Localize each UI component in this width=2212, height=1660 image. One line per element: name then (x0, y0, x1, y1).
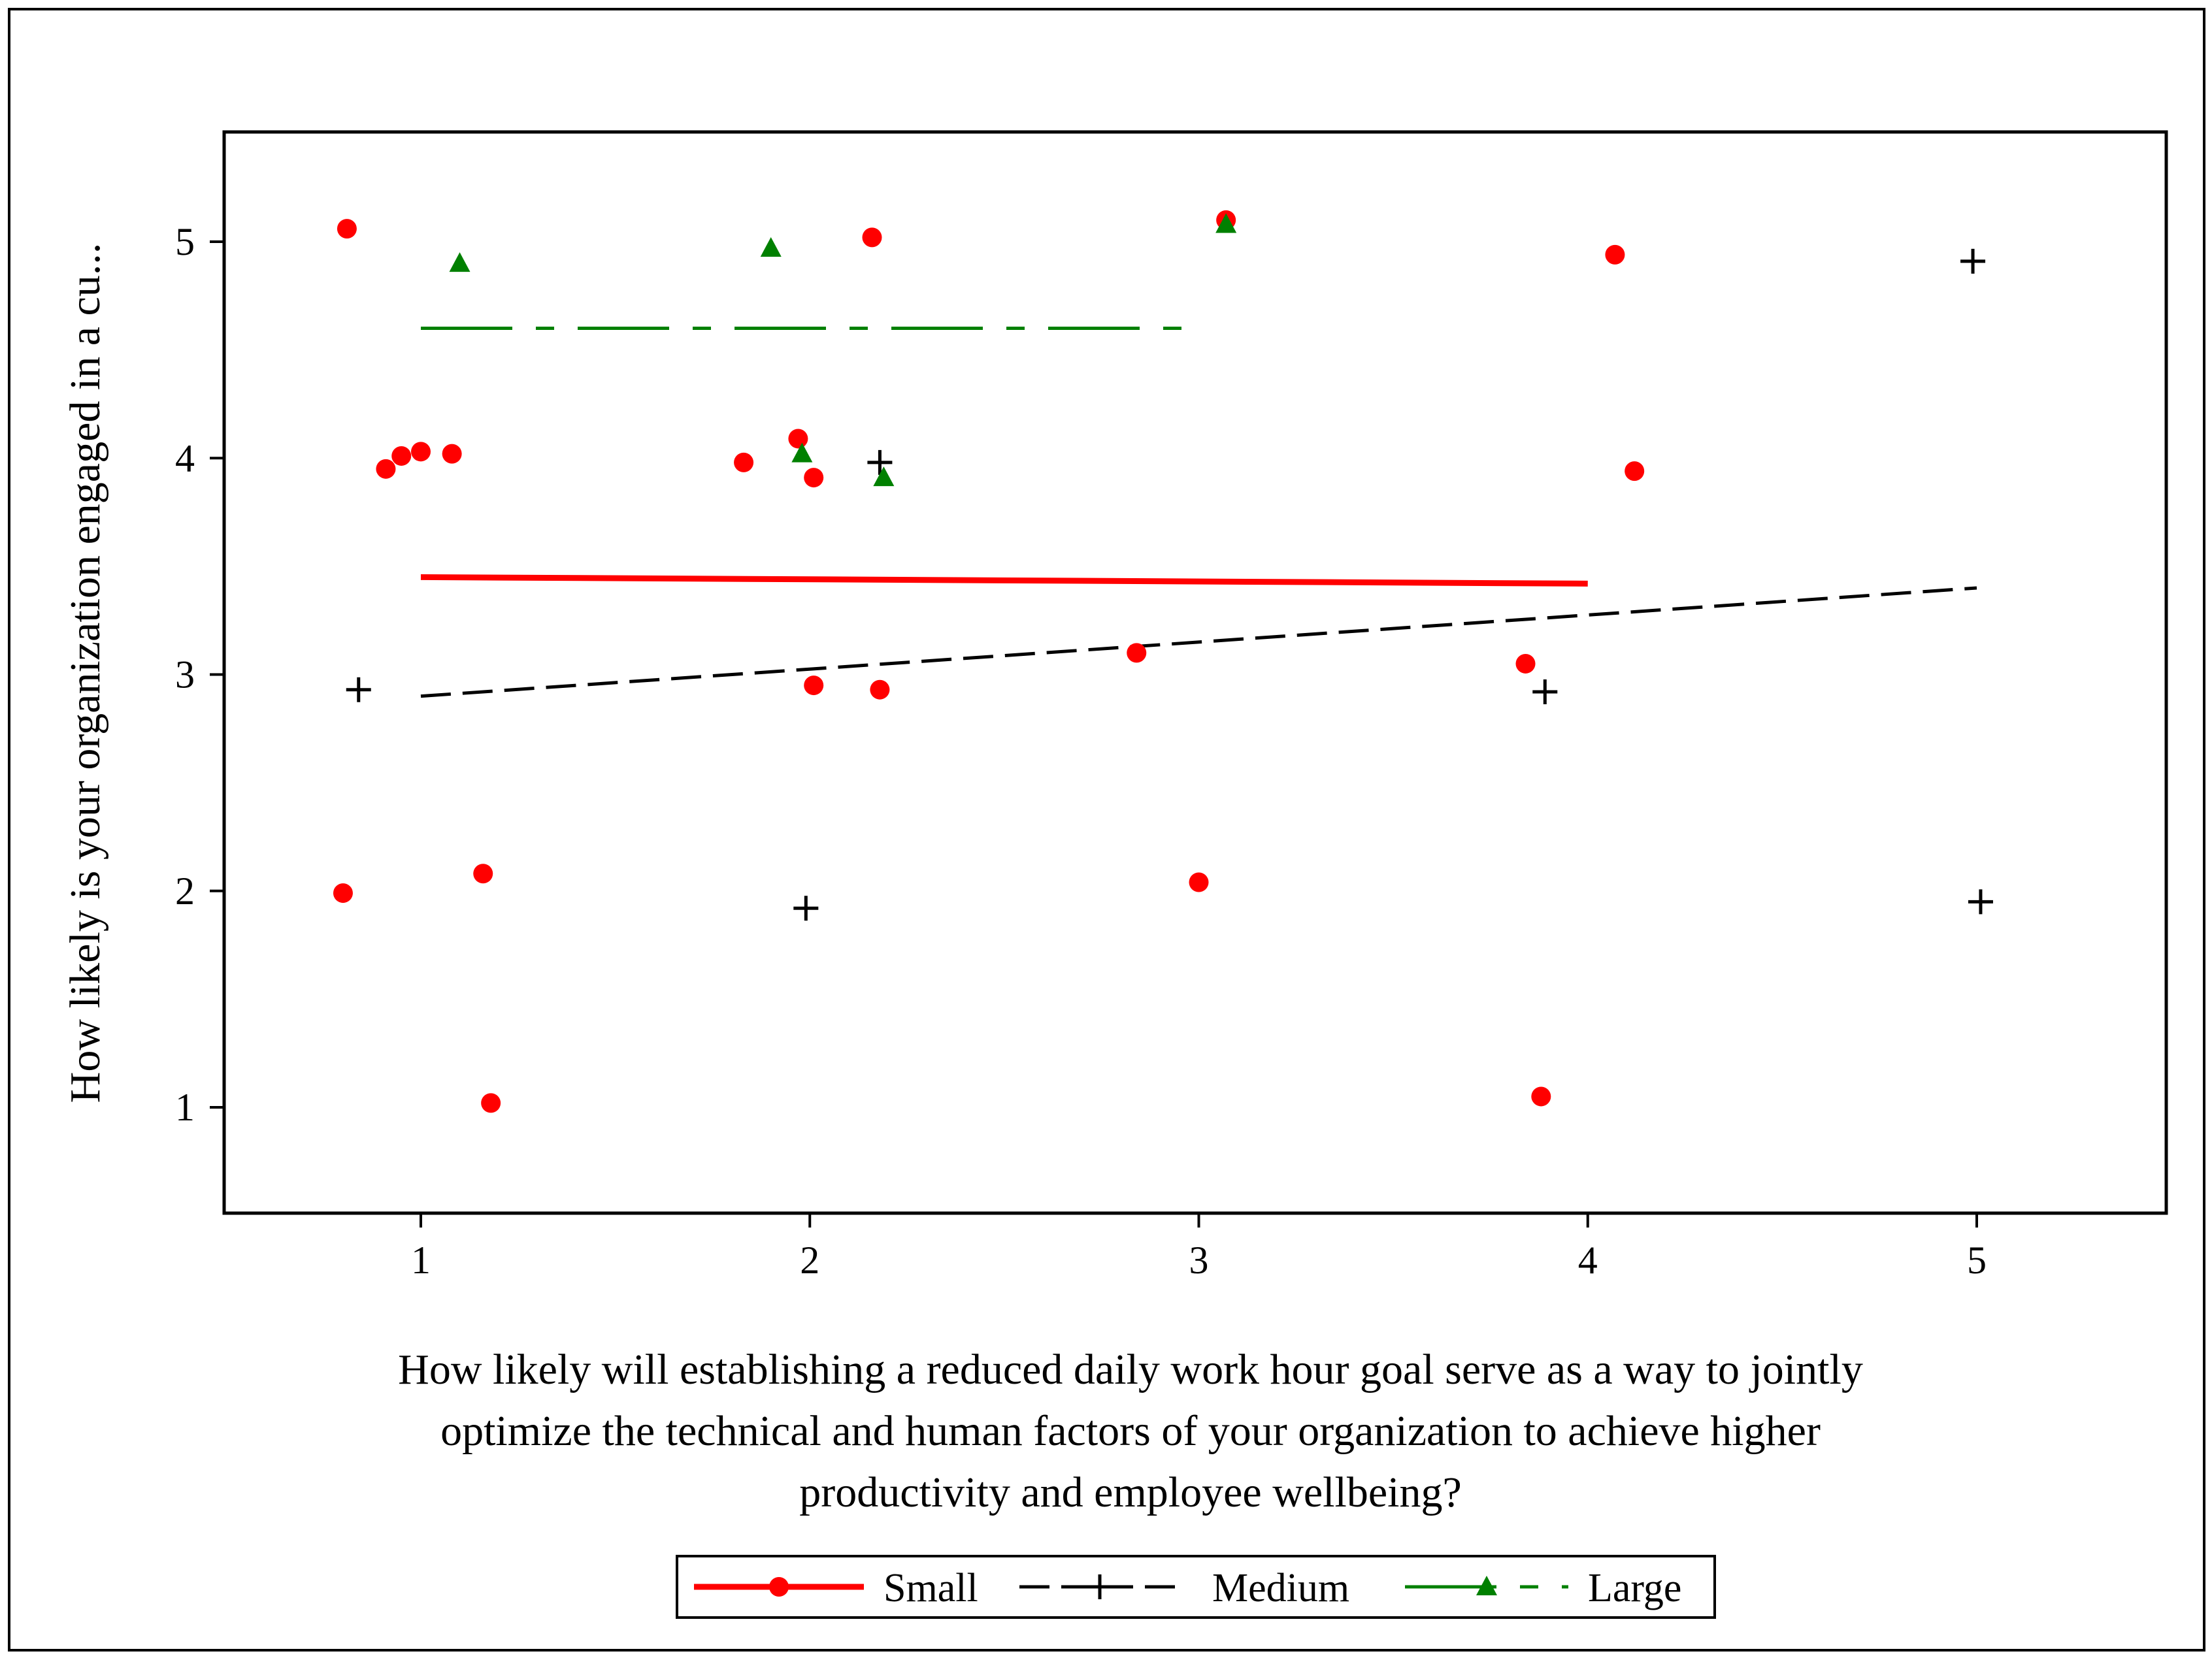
data-point (788, 429, 808, 449)
x-tick-label: 4 (1578, 1239, 1598, 1282)
data-point (1968, 889, 1993, 915)
plot-area (222, 130, 2168, 1215)
data-point (734, 452, 754, 472)
x-tick-label: 5 (1967, 1239, 1987, 1282)
data-point (346, 677, 371, 702)
x-tick-label: 2 (800, 1239, 819, 1282)
data-point (333, 883, 353, 903)
y-tick-label: 5 (175, 220, 195, 263)
data-point (1531, 1086, 1551, 1107)
data-point (481, 1093, 501, 1113)
data-point (337, 219, 357, 239)
data-point (1625, 461, 1645, 481)
y-tick-label: 2 (175, 870, 195, 913)
data-point (1532, 679, 1558, 704)
fit-lines (420, 327, 1977, 698)
x-axis-label-line: optimize the technical and human factors… (440, 1407, 1821, 1455)
data-point (1605, 244, 1625, 265)
data-point (870, 679, 890, 700)
x-axis-ticks: 1 2 3 4 5 (411, 1213, 1987, 1282)
y-tick-label: 3 (175, 653, 195, 696)
x-axis-label-line: How likely will establishing a reduced d… (398, 1346, 1863, 1393)
fit-line-medium (420, 586, 1977, 698)
legend: Small Medium Large (676, 1555, 1716, 1619)
legend-label-small: Small (883, 1566, 978, 1610)
x-axis-label: How likely will establishing a reduced d… (398, 1346, 1863, 1516)
data-point (873, 466, 895, 487)
data-point (376, 459, 396, 479)
data-point (449, 252, 470, 272)
data-point (793, 896, 819, 921)
data-point (391, 446, 412, 466)
legend-label-medium: Medium (1212, 1566, 1349, 1610)
data-point (1515, 653, 1536, 674)
data-points (333, 210, 1993, 1113)
y-tick-label: 1 (175, 1086, 195, 1129)
fit-line-small (420, 574, 1588, 587)
data-point (791, 442, 813, 463)
legend-marker-large (1476, 1576, 1497, 1595)
data-point (1189, 872, 1209, 892)
data-point (473, 864, 493, 884)
data-point (442, 444, 462, 464)
data-point (1215, 213, 1237, 233)
data-point (862, 227, 882, 248)
legend-marker-small (769, 1577, 789, 1597)
y-axis-label: How likely is your organization engaged … (61, 243, 109, 1103)
data-point (760, 236, 782, 257)
data-point (867, 449, 893, 475)
data-point (1960, 248, 1986, 274)
y-axis-ticks: 1 2 3 4 5 (175, 220, 224, 1129)
data-point (411, 442, 431, 462)
legend-marker-medium (1087, 1574, 1112, 1599)
data-point (1127, 643, 1147, 663)
x-axis-label-line: productivity and employee wellbeing? (799, 1469, 1462, 1516)
y-tick-label: 4 (175, 436, 195, 480)
x-tick-label: 1 (411, 1239, 431, 1282)
legend-label-large: Large (1588, 1566, 1681, 1610)
data-point (804, 675, 824, 696)
x-tick-label: 3 (1189, 1239, 1209, 1282)
data-point (804, 468, 824, 488)
